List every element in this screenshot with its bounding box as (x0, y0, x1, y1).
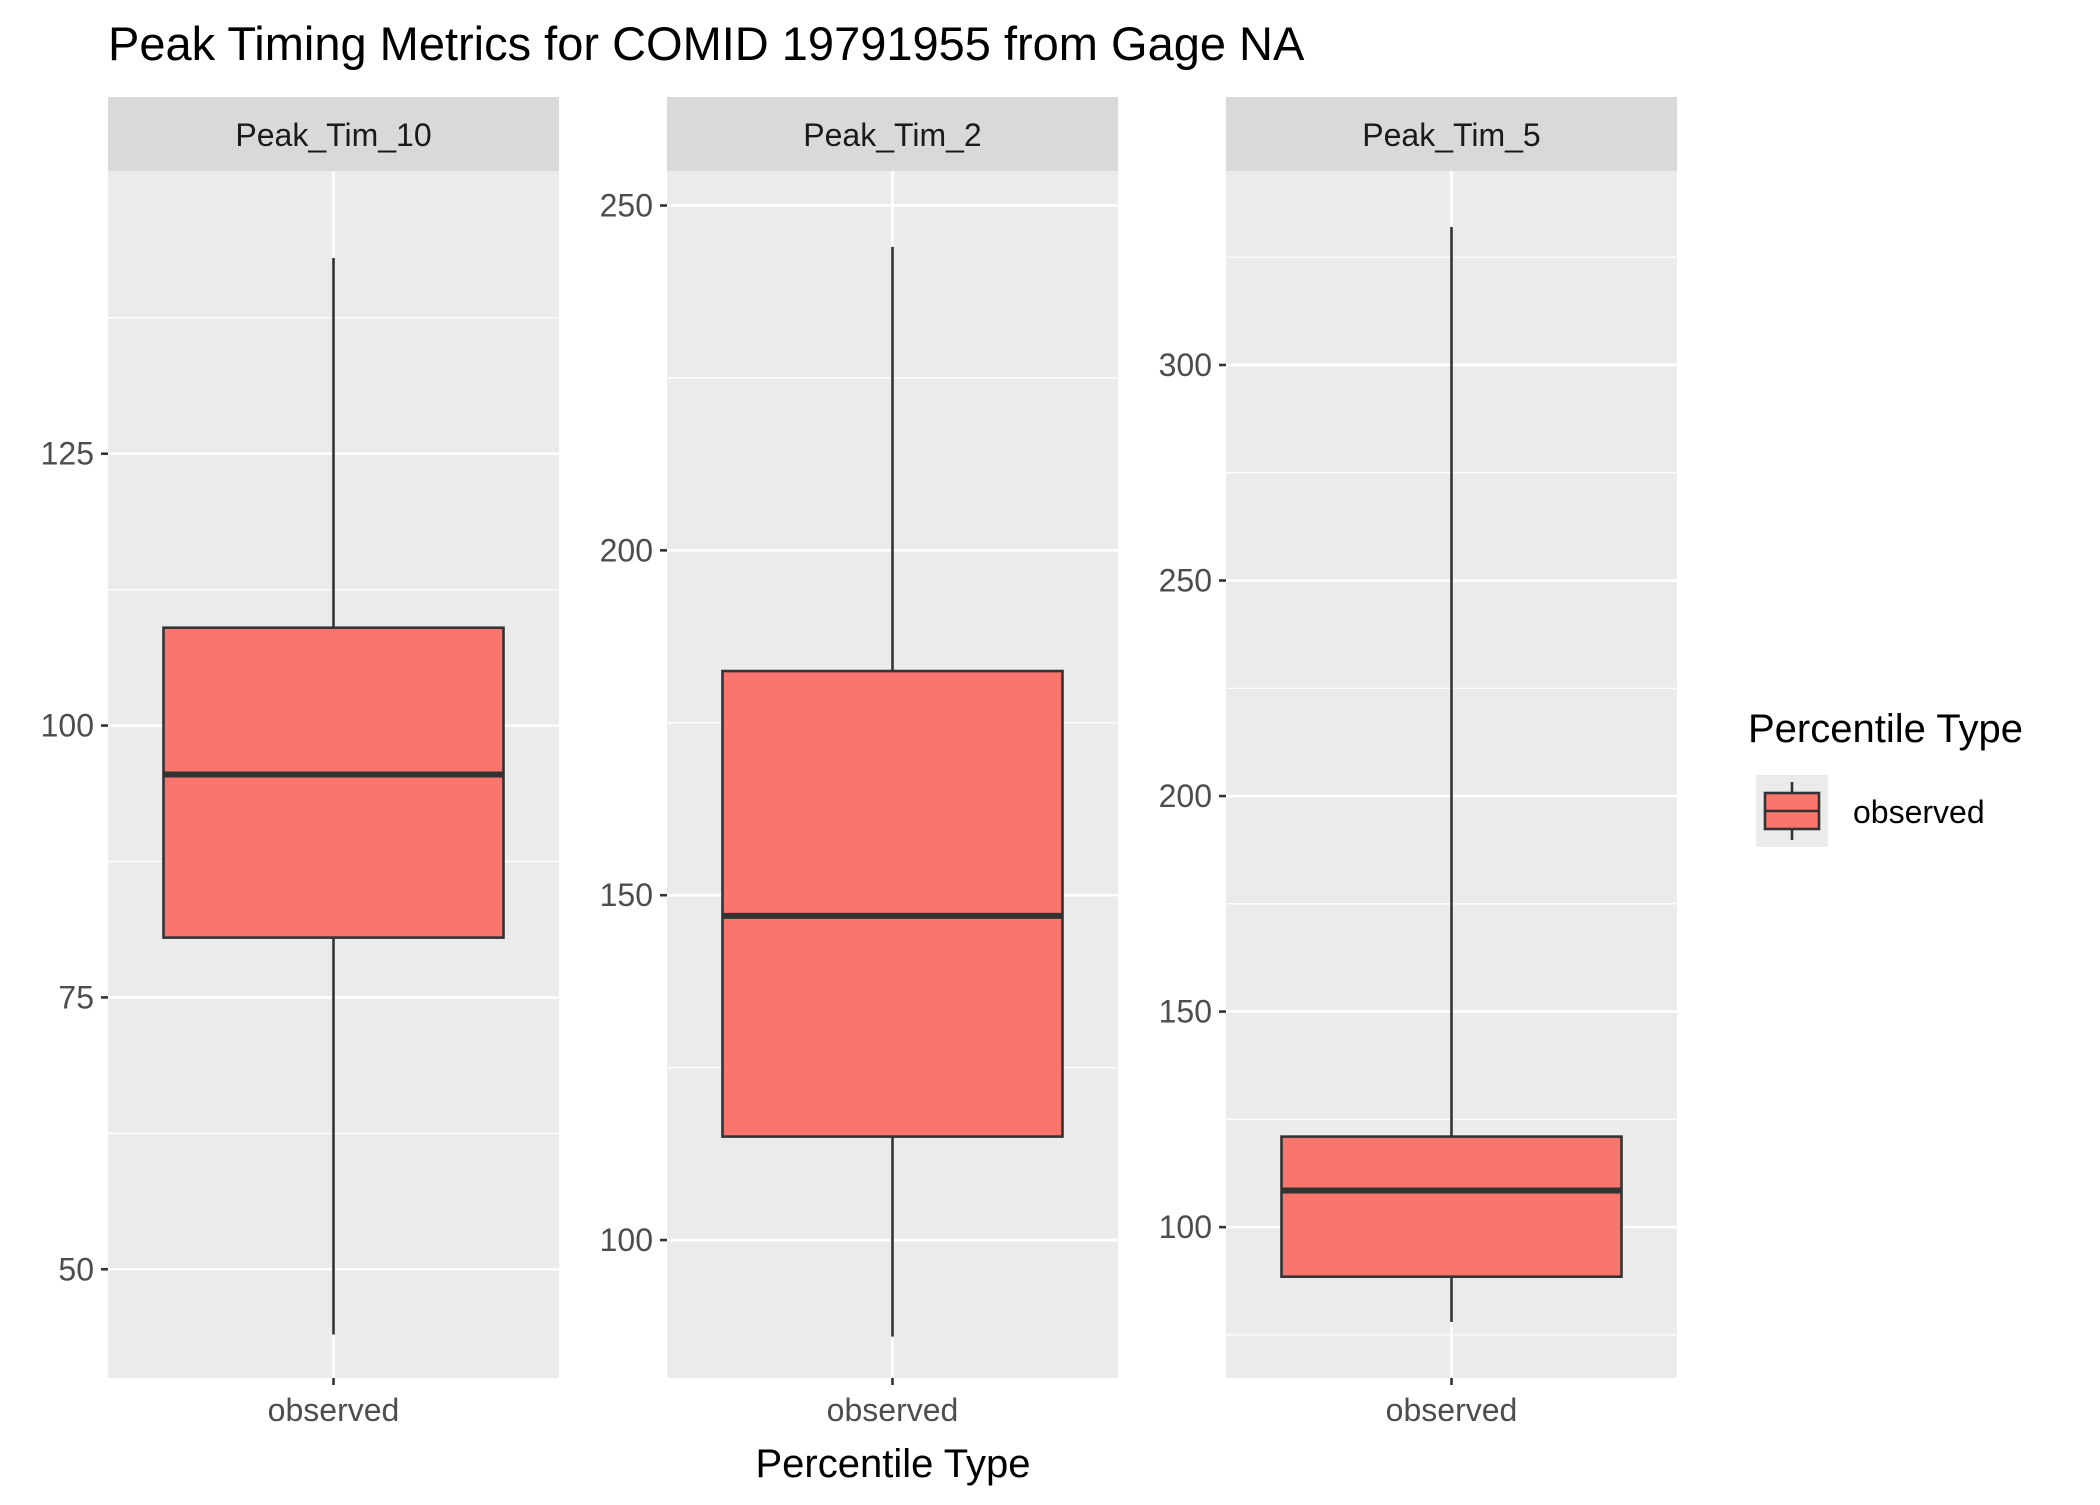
y-tick-label: 125 (41, 436, 94, 472)
facet-panel-0: 50 75 100 125 Peak_Tim_10 observed (41, 97, 559, 1428)
x-tick-label: observed (1386, 1392, 1518, 1428)
chart-title: Peak Timing Metrics for COMID 19791955 f… (108, 17, 1305, 70)
y-tick-label: 150 (1159, 994, 1212, 1030)
y-tick-label: 250 (600, 187, 653, 223)
facet-strip (1226, 97, 1677, 171)
facet-strip (108, 97, 559, 171)
box-iqr (1280, 1135, 1623, 1278)
x-tick-label: observed (268, 1392, 400, 1428)
legend-items: observed (1756, 775, 1985, 847)
box-iqr (721, 669, 1064, 1138)
facet-strip (667, 97, 1118, 171)
facet-panel-2: 100 150 200 250 300 Peak_Tim_5 observed (1159, 97, 1677, 1428)
y-tick-label: 300 (1159, 347, 1212, 383)
y-tick-label: 150 (600, 877, 653, 913)
y-tick-label: 250 (1159, 563, 1212, 599)
y-tick-label: 50 (58, 1251, 94, 1287)
y-tick-label: 200 (600, 532, 653, 568)
y-tick-label: 100 (1159, 1209, 1212, 1245)
y-tick-label: 75 (58, 979, 94, 1015)
facet-panel-1: 100 150 200 250 Peak_Tim_2 observed (600, 97, 1118, 1428)
facet-panels: 50 75 100 125 Peak_Tim_10 observed 100 150 200 25… (41, 97, 1677, 1428)
legend: Percentile Type observed (1748, 707, 2023, 847)
facet-strip-label: Peak_Tim_5 (1362, 117, 1540, 153)
facet-strip-label: Peak_Tim_2 (803, 117, 981, 153)
y-tick-label: 200 (1159, 778, 1212, 814)
box-iqr (162, 626, 505, 939)
legend-key (1756, 775, 1828, 847)
y-tick-label: 100 (600, 1222, 653, 1258)
x-axis-label: Percentile Type (756, 1442, 1031, 1486)
y-tick-label: 100 (41, 708, 94, 744)
legend-title: Percentile Type (1748, 707, 2023, 751)
legend-entry-label: observed (1853, 794, 1985, 830)
facet-strip-label: Peak_Tim_10 (235, 117, 431, 153)
x-tick-label: observed (827, 1392, 959, 1428)
